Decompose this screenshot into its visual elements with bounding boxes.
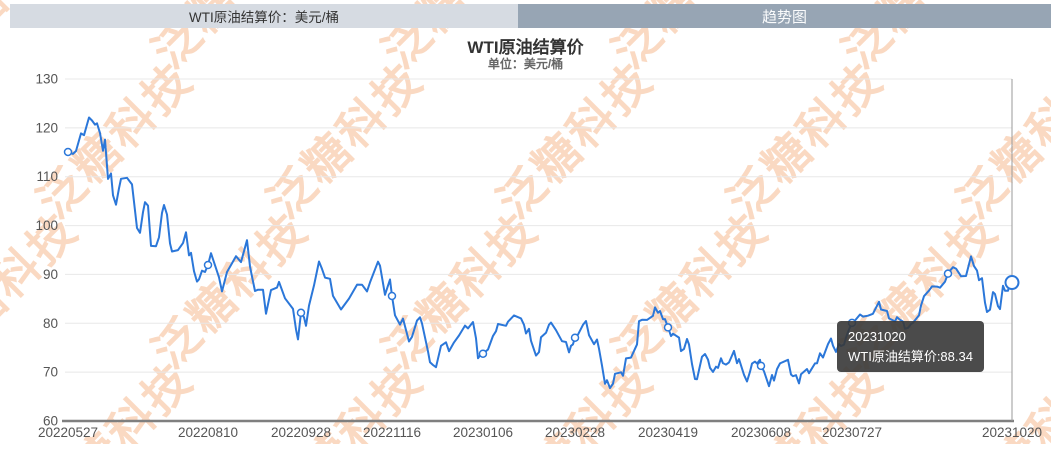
- svg-text:60: 60: [43, 414, 58, 429]
- svg-text:110: 110: [36, 169, 58, 184]
- chart-subtitle: 单位：美元/桶: [487, 57, 564, 71]
- svg-text:20230228: 20230228: [545, 425, 605, 440]
- svg-text:120: 120: [35, 120, 58, 135]
- svg-text:90: 90: [43, 267, 58, 282]
- tab-trend-chart[interactable]: 趋势图: [518, 4, 1051, 28]
- svg-text:100: 100: [35, 218, 58, 233]
- svg-text:20230419: 20230419: [638, 425, 698, 440]
- svg-text:130: 130: [35, 72, 58, 87]
- chart-title: WTI原油结算价: [467, 38, 584, 57]
- svg-text:20230106: 20230106: [453, 425, 513, 440]
- tab-bar: WTI原油结算价：美元/桶 趋势图: [10, 4, 1051, 28]
- svg-text:80: 80: [43, 316, 58, 331]
- svg-text:20220527: 20220527: [38, 425, 98, 440]
- svg-text:20221116: 20221116: [363, 425, 421, 440]
- svg-text:20220928: 20220928: [271, 425, 331, 440]
- svg-text:20231020: 20231020: [982, 425, 1042, 440]
- svg-text:20230727: 20230727: [822, 425, 882, 440]
- svg-text:70: 70: [43, 365, 58, 380]
- svg-text:20230608: 20230608: [731, 425, 791, 440]
- svg-text:20220810: 20220810: [178, 425, 238, 440]
- tab-data-table[interactable]: WTI原油结算价：美元/桶: [10, 4, 518, 28]
